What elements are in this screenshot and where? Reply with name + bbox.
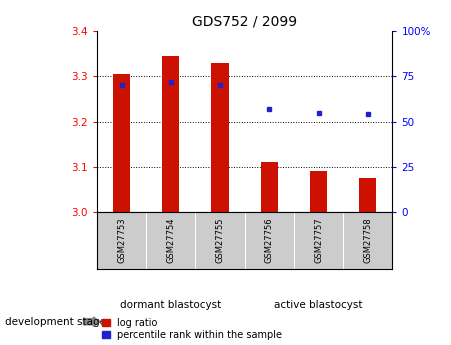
Bar — [310, 171, 327, 212]
Text: GSM27755: GSM27755 — [216, 218, 225, 263]
Text: GSM27758: GSM27758 — [363, 218, 372, 264]
Text: active blastocyst: active blastocyst — [274, 300, 363, 310]
Bar — [113, 74, 130, 212]
Text: GSM27753: GSM27753 — [117, 218, 126, 264]
Bar — [359, 178, 377, 212]
Text: GSM27756: GSM27756 — [265, 218, 274, 264]
Text: GSM27754: GSM27754 — [166, 218, 175, 263]
Bar — [212, 63, 229, 212]
Bar — [261, 162, 278, 212]
Legend: log ratio, percentile rank within the sample: log ratio, percentile rank within the sa… — [102, 318, 282, 340]
Text: development stage: development stage — [5, 317, 106, 327]
Bar — [162, 56, 179, 212]
Text: GSM27757: GSM27757 — [314, 218, 323, 264]
Text: dormant blastocyst: dormant blastocyst — [120, 300, 221, 310]
Title: GDS752 / 2099: GDS752 / 2099 — [192, 14, 297, 29]
